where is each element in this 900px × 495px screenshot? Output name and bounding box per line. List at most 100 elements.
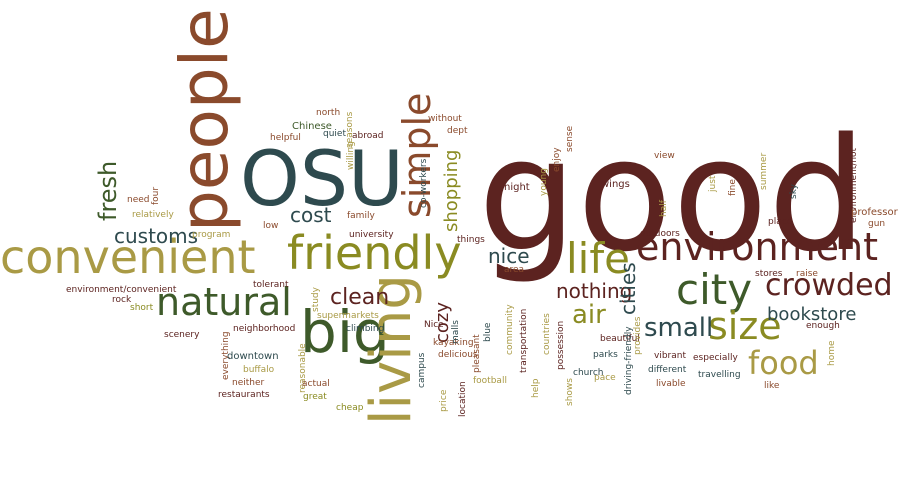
word-shopping: shopping <box>441 149 462 233</box>
word-relatively: relatively <box>132 210 174 220</box>
word-location: location <box>458 381 468 417</box>
word-climbing: climbing <box>346 324 385 334</box>
word-campus: campus <box>417 352 427 388</box>
word-abroad: abroad <box>352 131 384 141</box>
word-delicious: delicious <box>438 350 478 360</box>
word-convenient: convenient <box>0 230 256 284</box>
word-gun: gun <box>868 219 886 229</box>
word-coworkers: co-workers <box>419 158 429 208</box>
word-cheap: cheap <box>336 403 364 413</box>
word-home: home <box>827 340 837 366</box>
word-people: people <box>166 8 243 232</box>
word-env_convenient: environment/convenient <box>66 285 177 295</box>
word-cost: cost <box>290 203 332 227</box>
word-four: four <box>151 186 161 205</box>
word-natural: natural <box>156 280 292 324</box>
word-city: city <box>676 265 753 314</box>
word-kayaking: kayaking <box>433 338 474 348</box>
word-simple: simple <box>395 92 439 218</box>
word-nice: nice <box>488 244 530 268</box>
word-different: different <box>648 365 687 375</box>
word-supermarkets: supermarkets <box>317 311 379 321</box>
word-shows: shows <box>565 378 575 406</box>
word-half: half <box>659 200 669 217</box>
word-bookstore: bookstore <box>767 304 857 325</box>
word-tolerant: tolerant <box>253 280 289 290</box>
word-vibrant: vibrant <box>654 351 686 361</box>
word-crowded: crowded <box>765 268 893 303</box>
word-size: size <box>708 304 782 348</box>
word-north: north <box>316 108 341 118</box>
word-osu: OSU <box>240 134 404 223</box>
word-enough: enough <box>806 321 840 331</box>
word-sky: sky <box>789 184 799 199</box>
word-things: things <box>457 235 485 245</box>
word-need: need <box>127 195 150 205</box>
word-just: just <box>708 175 718 192</box>
word-life: life <box>566 234 630 283</box>
word-stores: stores <box>755 269 783 279</box>
word-blue: blue <box>483 322 493 342</box>
word-fresh: fresh <box>94 160 122 221</box>
word-view: view <box>654 151 675 161</box>
word-travelling: travelling <box>698 370 741 380</box>
word-environment: environment <box>636 225 879 269</box>
word-enjoy: enjoy <box>552 147 562 172</box>
word-downtown: downtown <box>227 351 279 362</box>
word-big: big <box>300 298 390 366</box>
word-livable: livable <box>656 379 686 389</box>
word-restaurants: restaurants <box>218 390 270 400</box>
word-scenery: scenery <box>164 330 200 340</box>
word-young: young <box>539 168 549 196</box>
word-church: church <box>573 368 604 378</box>
word-small: small <box>644 313 714 343</box>
word-without: without <box>428 114 462 124</box>
word-possession: possession <box>556 320 566 370</box>
word-community: community <box>505 304 515 355</box>
word-neither: neither <box>232 378 265 388</box>
word-malls: malls <box>451 320 461 344</box>
word-neighborhood: neighborhood <box>233 324 296 334</box>
word-nice_small: Nice <box>424 320 444 330</box>
word-professor: professor <box>851 207 898 218</box>
word-food: food <box>748 344 819 382</box>
word-summer: summer <box>759 152 769 190</box>
word-family: family <box>347 211 375 221</box>
word-pleasant: pleasant <box>472 334 482 373</box>
word-air: air <box>572 300 606 330</box>
word-fine: fine <box>728 179 738 196</box>
word-like: like <box>764 381 780 391</box>
word-cities: cities <box>616 262 640 315</box>
word-clean: clean <box>330 285 390 310</box>
word-friendly: friendly <box>287 226 462 280</box>
word-customs: customs <box>114 224 199 248</box>
word-willing: willing <box>346 141 356 170</box>
word-short: short <box>130 303 154 313</box>
word-great: great <box>303 392 327 402</box>
word-help: help <box>531 378 541 398</box>
word-especially: especially <box>693 353 738 363</box>
word-helpful: helpful <box>270 133 301 143</box>
word-chinese: Chinese <box>292 121 332 132</box>
word-program: program <box>192 230 231 240</box>
word-good: good <box>478 104 867 286</box>
word-nothing: nothing <box>556 279 633 303</box>
word-price: price <box>439 389 449 412</box>
word-beautiful: beautiful <box>600 334 640 344</box>
word-countries: countries <box>542 313 552 355</box>
word-night: night <box>504 182 530 193</box>
word-pace: pace <box>594 373 616 383</box>
word-wings: wings <box>601 179 630 190</box>
word-place: place <box>768 217 793 227</box>
word-football: football <box>473 376 507 386</box>
word-parks: parks <box>593 350 618 360</box>
word-low: low <box>263 221 279 231</box>
word-sense: sense <box>565 125 575 152</box>
word-university: university <box>349 230 394 240</box>
word-transportation: transportation <box>519 308 529 373</box>
word-provides: provides <box>633 316 643 356</box>
word-buffalo: buffalo <box>243 365 275 375</box>
word-quiet: quiet <box>323 129 346 139</box>
word-rock: rock <box>112 295 132 305</box>
